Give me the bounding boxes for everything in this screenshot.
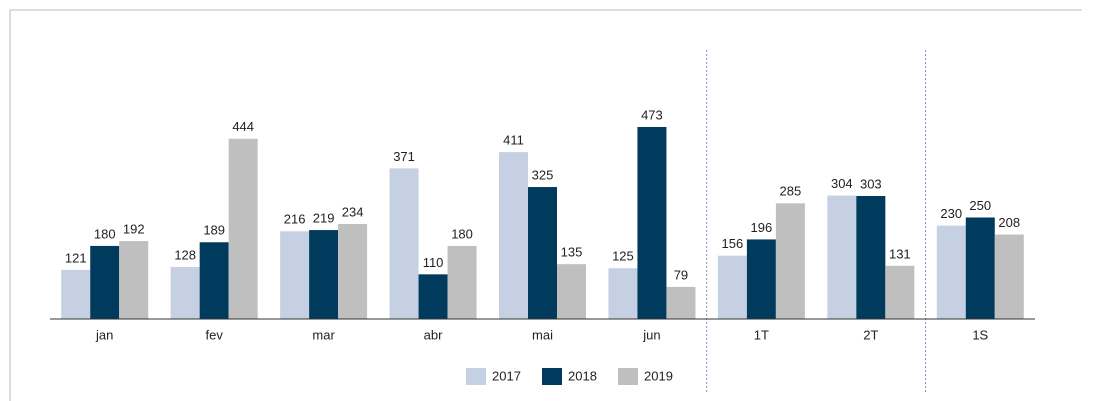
bar — [309, 230, 339, 319]
bar — [637, 126, 667, 319]
x-tick-label: mai — [532, 327, 553, 342]
data-label: 125 — [612, 249, 634, 264]
data-label: 180 — [94, 226, 116, 241]
data-label: 303 — [860, 176, 882, 191]
data-label: 79 — [674, 267, 688, 282]
data-label: 411 — [503, 133, 524, 148]
bar — [557, 264, 586, 319]
legend-swatch — [618, 368, 638, 385]
x-tick-label: fev — [205, 327, 223, 342]
bar — [856, 195, 886, 319]
bar — [746, 239, 776, 319]
bar — [280, 231, 310, 319]
bar — [199, 242, 229, 319]
bar — [418, 274, 448, 319]
data-label: 121 — [65, 250, 87, 265]
x-tick-label: 2T — [863, 327, 878, 342]
data-label: 216 — [284, 212, 306, 227]
bar — [885, 265, 915, 319]
data-label: 304 — [831, 176, 853, 191]
bar — [90, 245, 120, 319]
x-tick-label: abr — [424, 327, 443, 342]
bar — [717, 255, 747, 319]
data-label: 110 — [423, 255, 444, 270]
x-tick-label: 1S — [972, 327, 988, 342]
data-label: 135 — [561, 245, 583, 260]
x-tick-label: mar — [312, 327, 335, 342]
data-label: 189 — [203, 223, 225, 238]
bar — [775, 203, 805, 319]
x-tick-label: jan — [95, 327, 113, 342]
data-label: 230 — [940, 206, 962, 221]
data-label: 234 — [342, 204, 364, 219]
data-label: 371 — [393, 149, 415, 164]
data-label: 219 — [313, 211, 335, 226]
bar — [228, 138, 258, 319]
bar — [170, 267, 200, 319]
legend-label: 2018 — [568, 368, 597, 383]
legend-label: 2019 — [644, 368, 673, 383]
data-label: 128 — [174, 247, 196, 262]
bar — [338, 223, 368, 319]
legend-label: 2017 — [492, 368, 521, 383]
legend-swatch — [542, 368, 562, 385]
data-label: 325 — [532, 167, 554, 182]
bar — [447, 245, 477, 319]
bar — [936, 225, 966, 319]
data-label: 208 — [998, 215, 1020, 230]
bar — [389, 168, 419, 319]
legend-swatch — [466, 368, 486, 385]
bar — [608, 268, 638, 319]
bar — [528, 187, 557, 319]
bar — [965, 217, 995, 319]
bar — [666, 286, 696, 319]
bar — [61, 269, 91, 319]
bar — [119, 241, 149, 319]
bar — [994, 234, 1024, 319]
x-tick-label: jun — [642, 327, 660, 342]
data-label: 196 — [751, 220, 773, 235]
x-tick-label: 1T — [754, 327, 769, 342]
data-label: 192 — [123, 221, 145, 236]
data-label: 131 — [889, 246, 911, 261]
data-label: 285 — [780, 184, 802, 199]
bar — [827, 195, 857, 319]
data-label: 180 — [451, 226, 473, 241]
data-label: 444 — [232, 119, 254, 134]
data-label: 473 — [641, 107, 663, 122]
bar — [499, 152, 528, 319]
data-label: 250 — [969, 198, 991, 213]
data-label: 156 — [722, 236, 744, 251]
